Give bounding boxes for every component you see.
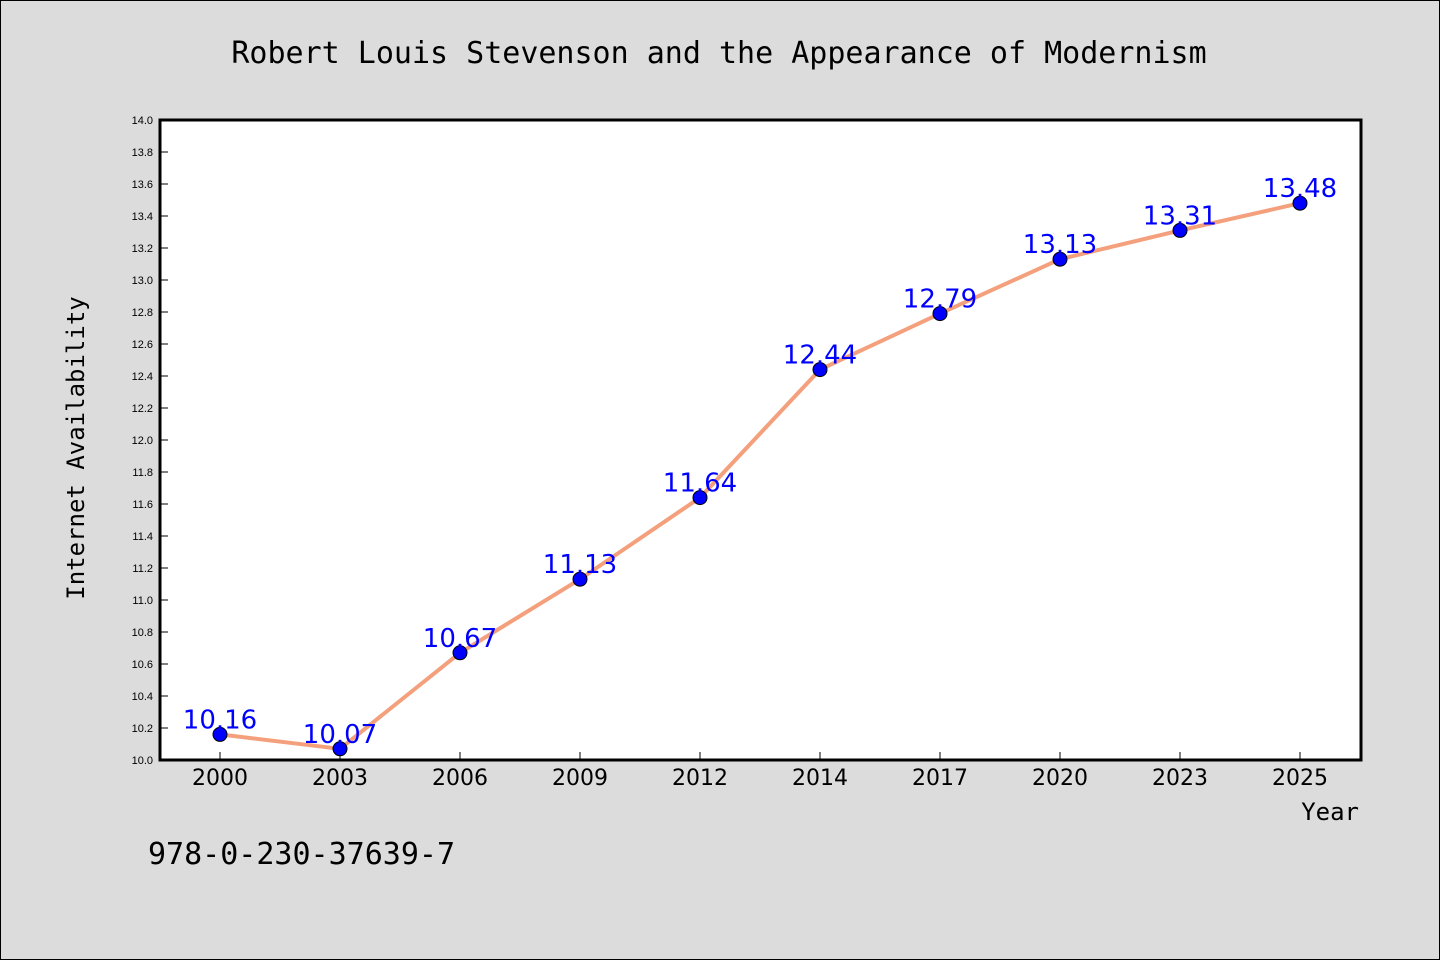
data-point-label: 12.44 xyxy=(783,341,857,371)
x-tick-label: 2006 xyxy=(432,766,488,791)
data-labels-group: 10.16 10.07 10.67 11.13 11.64 12.44 12.79 13.13… xyxy=(183,174,1337,750)
y-tick-label: 13.2 xyxy=(132,243,153,255)
y-tick-label: 10.6 xyxy=(132,659,153,671)
x-tick-label: 2020 xyxy=(1032,766,1088,791)
data-point-marker xyxy=(1172,222,1188,238)
x-axis-ticks: 2000 2003 2006 2009 2012 2014 2017 2020 2023 2025 xyxy=(192,752,1328,791)
series-group xyxy=(212,195,1308,757)
chart-title: Robert Louis Stevenson and the Appearanc… xyxy=(231,36,1206,71)
plot-border xyxy=(158,118,1363,762)
y-tick-label: 13.8 xyxy=(132,147,153,159)
data-point-marker xyxy=(452,645,468,661)
y-tick-label: 13.0 xyxy=(132,275,153,287)
x-tick-label: 2012 xyxy=(672,766,728,791)
data-point-marker xyxy=(572,571,588,587)
y-tick-label: 11.4 xyxy=(132,531,153,543)
y-tick-label: 11.8 xyxy=(132,467,153,479)
y-tick-label: 12.6 xyxy=(132,339,153,351)
y-tick-label: 11.6 xyxy=(132,499,153,511)
y-tick-label: 13.6 xyxy=(132,179,153,191)
x-tick-label: 2003 xyxy=(312,766,368,791)
y-axis-label: Internet Availability xyxy=(62,296,90,599)
x-axis-label: Year xyxy=(1301,798,1359,826)
y-tick-label: 10.8 xyxy=(132,627,153,639)
data-point-marker xyxy=(1052,251,1068,267)
y-axis-ticks: 10.0 10.2 10.4 10.6 10.8 11.0 11.2 11.4 11.6 11.8… xyxy=(132,115,168,767)
y-tick-label: 13.4 xyxy=(132,211,153,223)
data-point-marker xyxy=(692,490,708,506)
data-point-marker xyxy=(332,741,348,757)
y-tick-label: 12.4 xyxy=(132,371,153,383)
data-point-marker xyxy=(812,362,828,378)
y-tick-label: 12.2 xyxy=(132,403,153,415)
data-point-marker xyxy=(212,726,228,742)
data-point-label: 13.48 xyxy=(1263,174,1337,204)
y-tick-label: 12.8 xyxy=(132,307,153,319)
x-tick-label: 2023 xyxy=(1152,766,1208,791)
data-point-marker xyxy=(932,306,948,322)
isbn-footnote: 978-0-230-37639-7 xyxy=(148,837,455,872)
y-tick-label: 11.0 xyxy=(132,595,153,607)
data-point-label: 12.79 xyxy=(903,285,977,315)
data-point-label: 10.07 xyxy=(303,720,377,750)
data-point-label: 13.13 xyxy=(1023,230,1097,260)
y-tick-label: 10.2 xyxy=(132,723,153,735)
x-tick-label: 2000 xyxy=(192,766,248,791)
data-point-label: 11.13 xyxy=(543,550,617,580)
data-point-label: 13.31 xyxy=(1143,201,1217,231)
y-tick-label: 10.4 xyxy=(132,691,153,703)
x-tick-label: 2025 xyxy=(1272,766,1328,791)
y-tick-label: 12.0 xyxy=(132,435,153,447)
x-tick-label: 2017 xyxy=(912,766,968,791)
data-point-label: 10.67 xyxy=(423,624,497,654)
series-line xyxy=(218,201,1302,751)
y-tick-label: 11.2 xyxy=(132,563,153,575)
plot-area xyxy=(160,120,1361,760)
data-point-marker xyxy=(1292,195,1308,211)
data-point-label: 11.64 xyxy=(663,469,737,499)
x-tick-label: 2014 xyxy=(792,766,848,791)
data-point-label: 10.16 xyxy=(183,705,257,735)
y-tick-label: 14.0 xyxy=(132,115,153,127)
x-tick-label: 2009 xyxy=(552,766,608,791)
y-tick-label: 10.0 xyxy=(132,755,153,767)
